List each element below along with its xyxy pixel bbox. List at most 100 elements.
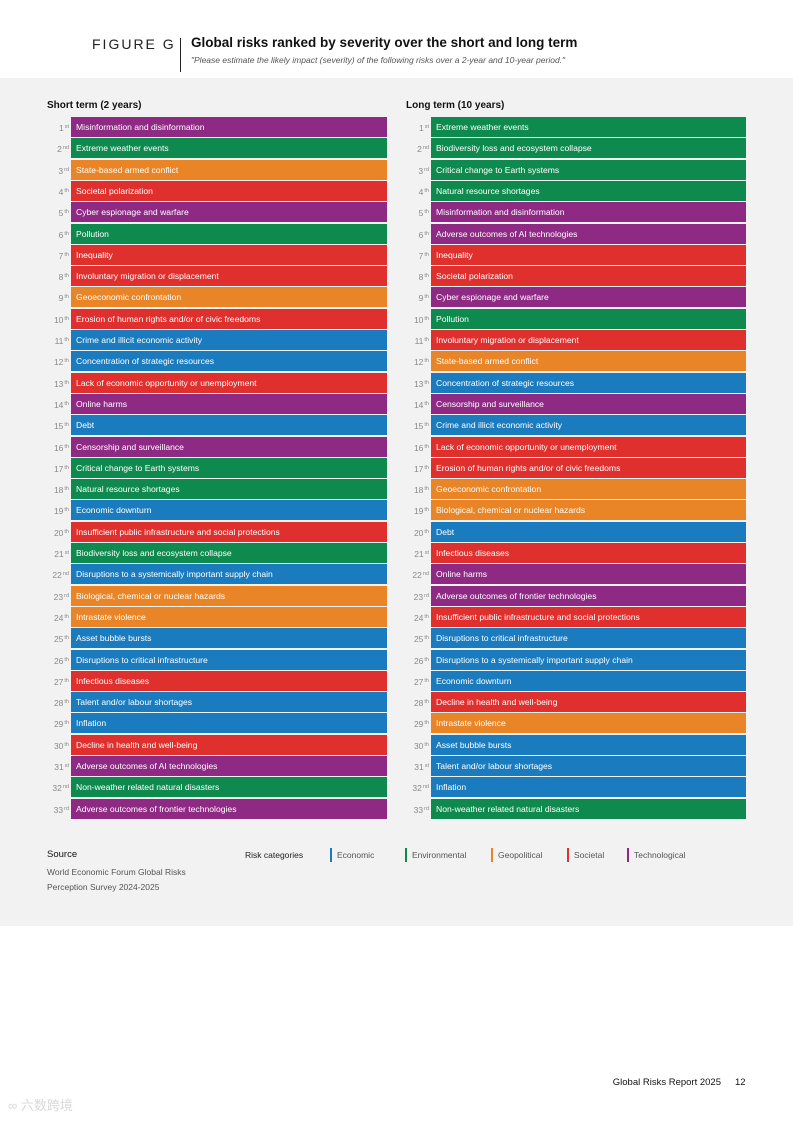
rank-value: 25	[413, 634, 424, 645]
rank-suffix: th	[64, 251, 69, 258]
legend-label: Risk categories	[245, 850, 304, 860]
rank-suffix: th	[424, 720, 429, 727]
rank-suffix: nd	[422, 571, 429, 578]
risk-bar: Inflation	[431, 777, 746, 798]
rank-number: 32nd	[47, 777, 69, 797]
ranked-risk-row: 29th Inflation	[47, 713, 387, 734]
rank-number: 16th	[407, 437, 429, 457]
rank-suffix: th	[64, 187, 69, 194]
risk-bar: Cyber espionage and warfare	[71, 202, 387, 223]
rank-suffix: th	[64, 635, 69, 642]
rank-suffix: th	[424, 315, 429, 322]
ranked-risk-row: 15th Debt	[47, 415, 387, 436]
figure-header: FIGURE G Global risks ranked by severity…	[0, 0, 793, 78]
legend-item-label: Economic	[337, 850, 375, 860]
risk-bar: Natural resource shortages	[71, 479, 387, 500]
rank-number: 7th	[407, 245, 429, 265]
risk-bar: Online harms	[431, 564, 746, 585]
risk-bar: Biological, chemical or nuclear hazards	[71, 585, 387, 606]
risk-bar: Critical change to Earth systems	[431, 159, 746, 180]
ranked-risk-row: 24th Insufficient public infrastructure a…	[407, 606, 746, 627]
legend-item-label: Technological	[634, 850, 686, 860]
ranked-risk-row: 12th Concentration of strategic resources	[47, 351, 387, 372]
rank-value: 19	[413, 506, 424, 517]
rank-number: 16th	[47, 437, 69, 457]
legend-swatch	[627, 848, 629, 862]
rank-value: 25	[53, 634, 64, 645]
rank-number: 18th	[407, 479, 429, 499]
risk-bar: Infectious diseases	[431, 543, 746, 563]
ranked-risk-row: 3rd State-based armed conflict	[47, 159, 387, 180]
risk-bar: Intrastate violence	[431, 713, 746, 734]
ranked-risk-row: 1st Extreme weather events	[407, 117, 746, 137]
risk-bar: Societal polarization	[431, 266, 746, 287]
rank-suffix: th	[64, 358, 69, 365]
risk-bar: Crime and illicit economic activity	[71, 330, 387, 350]
risk-bar: State-based armed conflict	[71, 159, 387, 180]
rank-number: 25th	[47, 628, 69, 648]
rank-value: 16	[53, 442, 64, 453]
rank-number: 28th	[407, 692, 429, 712]
risk-bar: Adverse outcomes of frontier technologie…	[71, 798, 387, 819]
rank-value: 24	[413, 612, 424, 623]
rank-value: 19	[53, 506, 64, 517]
watermark-text: 六数跨境	[20, 1098, 73, 1113]
rank-number: 12th	[47, 351, 69, 371]
ranked-risk-row: 28th Decline in health and well-being	[407, 692, 746, 713]
rank-number: 32nd	[407, 777, 429, 797]
rank-value: 14	[413, 399, 424, 410]
risk-bar: Lack of economic opportunity or unemploy…	[71, 372, 387, 393]
risk-bar: Disruptions to critical infrastructure	[431, 628, 746, 649]
ranked-risk-row: 2nd Extreme weather events	[47, 138, 387, 159]
risk-bar: Extreme weather events	[71, 138, 387, 159]
rank-number: 11th	[47, 330, 69, 350]
figure-divider	[180, 38, 181, 72]
rank-value: 14	[53, 399, 64, 410]
risk-bar: Asset bubble bursts	[431, 734, 746, 755]
rank-value: 9	[418, 293, 424, 304]
rank-number: 14th	[47, 394, 69, 414]
rank-value: 22	[412, 570, 422, 581]
rank-number: 13th	[407, 373, 429, 393]
ranked-risk-row: 4th Societal polarization	[47, 180, 387, 201]
ranked-risk-row: 26th Disruptions to critical infrastructu…	[47, 649, 387, 670]
legend-swatch	[491, 848, 493, 862]
rank-number: 19th	[47, 500, 69, 520]
legend-item: Economic	[330, 848, 374, 862]
risk-bar: Extreme weather events	[431, 117, 746, 137]
rank-value: 15	[413, 421, 424, 432]
ranked-risk-row: 16th Censorship and surveillance	[47, 436, 387, 457]
risk-bar: Biodiversity loss and ecosystem collapse	[71, 543, 387, 563]
risk-bar: Insufficient public infrastructure and s…	[431, 606, 746, 627]
rank-value: 32	[52, 783, 62, 794]
rank-value: 30	[413, 740, 424, 751]
ranked-risk-row: 15th Crime and illicit economic activity	[407, 415, 746, 436]
rank-value: 7	[58, 250, 64, 261]
rank-suffix: th	[424, 358, 429, 365]
legend-item-label: Societal	[574, 850, 605, 860]
ranked-risk-row: 24th Intrastate violence	[47, 606, 387, 627]
rank-number: 8th	[407, 266, 429, 286]
rank-suffix: th	[424, 656, 429, 663]
rank-value: 13	[413, 378, 424, 389]
risk-bar: Insufficient public infrastructure and s…	[71, 521, 387, 542]
ranked-risk-row: 11th Crime and illicit economic activity	[47, 330, 387, 350]
legend-swatch	[330, 848, 332, 862]
rank-value: 29	[53, 719, 64, 730]
rank-value: 5	[418, 208, 424, 219]
ranked-risk-row: 5th Misinformation and disinformation	[407, 202, 746, 223]
rank-number: 23rd	[47, 586, 69, 606]
rank-suffix: rd	[64, 805, 69, 812]
risk-bar: State-based armed conflict	[431, 351, 746, 372]
rank-value: 22	[52, 570, 62, 581]
rank-value: 18	[53, 485, 64, 496]
rank-number: 22nd	[407, 564, 429, 584]
ranked-risk-row: 10th Pollution	[407, 308, 746, 329]
rank-number: 27th	[47, 671, 69, 691]
rank-number: 18th	[47, 479, 69, 499]
legend-item: Environmental	[405, 848, 466, 862]
rank-value: 4	[58, 186, 64, 197]
rank-suffix: st	[424, 763, 429, 769]
rank-value: 10	[53, 314, 64, 325]
rank-number: 22nd	[47, 564, 69, 584]
